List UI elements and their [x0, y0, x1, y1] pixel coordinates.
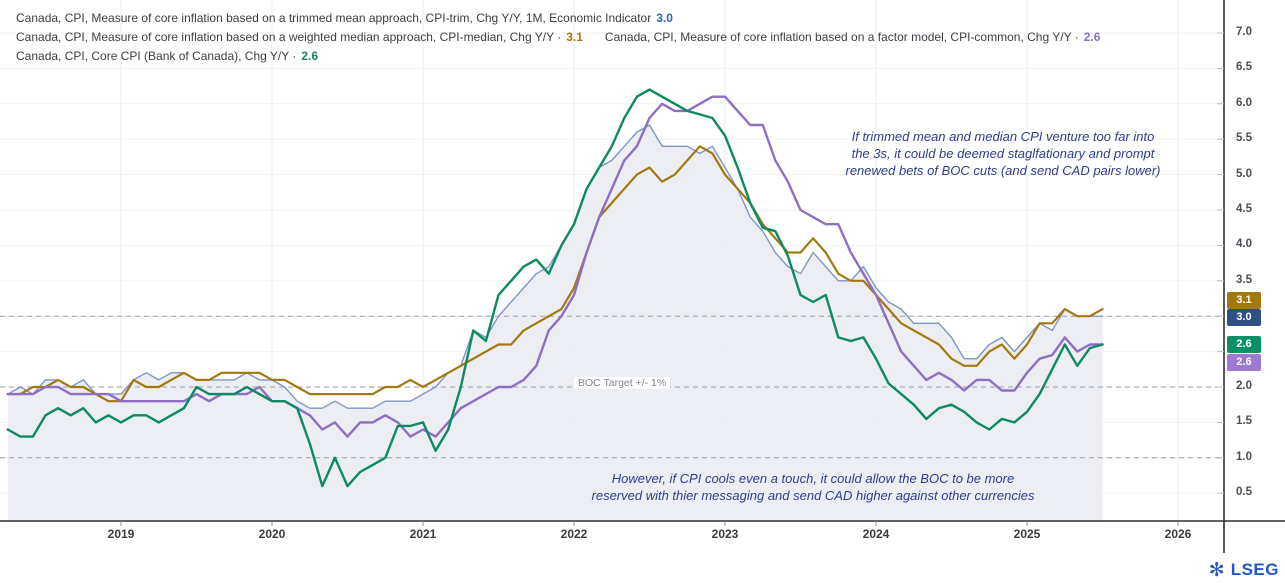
last-value-badge-cpi-median: 3.1 [1227, 291, 1261, 309]
y-axis-label: 7.0 [1236, 26, 1252, 38]
legend-label-cpi-common: Canada, CPI, Measure of core inflation b… [604, 30, 1079, 44]
legend-label-core-cpi: Canada, CPI, Core CPI (Bank of Canada), … [16, 49, 297, 63]
series-line-core-cpi-bank-of-canada-[interactable] [6, 88, 1104, 488]
y-axis-label: 6.0 [1236, 96, 1252, 109]
last-value-badge-cpi-common: 2.6 [1227, 353, 1261, 371]
y-axis-label: 4.0 [1236, 238, 1252, 251]
y-axis-label: 4.5 [1236, 203, 1252, 215]
x-axis-label-2026: 2026 [1164, 527, 1192, 541]
legend-value-cpi-trim: 3.0 [656, 11, 673, 25]
annotation-cpi-cools-note: However, if CPI cools even a touch, it c… [591, 471, 1035, 503]
y-axis-label: 1.5 [1236, 415, 1252, 428]
lseg-crest-icon: ✻ [1208, 559, 1225, 581]
y-axis-label: 5.5 [1236, 132, 1252, 145]
y-axis-label: 3.5 [1236, 273, 1252, 286]
lseg-logo: ✻ LSEG [1209, 560, 1279, 580]
legend-item-cpi-common[interactable]: Canada, CPI, Measure of core inflation b… [605, 28, 1100, 47]
legend-item-core-cpi[interactable]: Canada, CPI, Core CPI (Bank of Canada), … [16, 47, 318, 66]
x-axis-label-2024: 2024 [862, 527, 890, 541]
legend-row-2: Canada, CPI, Measure of core inflation b… [16, 28, 1122, 47]
annotation-stagflation-note: If trimmed mean and median CPI venture t… [845, 129, 1161, 178]
y-axis-label: 0.5 [1236, 486, 1252, 499]
x-axis-label-2019: 2019 [107, 527, 135, 541]
chart-legend: Canada, CPI, Measure of core inflation b… [16, 9, 1122, 66]
y-axis-label: 6.5 [1236, 61, 1252, 74]
x-axis-label-2023: 2023 [711, 527, 739, 541]
x-axis-label-2020: 2020 [258, 527, 286, 541]
y-axis-label: 1.0 [1236, 450, 1252, 463]
boc-target-label: BOC Target +/- 1% [574, 377, 671, 389]
x-axis-label-2021: 2021 [409, 527, 437, 541]
legend-row-3: Canada, CPI, Core CPI (Bank of Canada), … [16, 47, 1122, 66]
legend-value-cpi-common: 2.6 [1083, 30, 1101, 44]
legend-label-cpi-trim: Canada, CPI, Measure of core inflation b… [16, 11, 652, 25]
legend-item-cpi-trim[interactable]: Canada, CPI, Measure of core inflation b… [16, 9, 673, 28]
legend-item-cpi-median[interactable]: Canada, CPI, Measure of core inflation b… [16, 28, 583, 47]
legend-value-cpi-median: 3.1 [566, 30, 583, 44]
series-line-cpi-median[interactable] [6, 145, 1104, 403]
last-value-badge-cpi-trim: 3.0 [1227, 308, 1261, 326]
last-value-badge-core-cpi-bank-of-canada-: 2.6 [1227, 336, 1261, 353]
legend-value-core-cpi: 2.6 [301, 49, 319, 63]
x-axis-label-2025: 2025 [1013, 527, 1041, 541]
legend-row-1: Canada, CPI, Measure of core inflation b… [16, 9, 1122, 28]
legend-label-cpi-median: Canada, CPI, Measure of core inflation b… [16, 30, 562, 44]
x-axis-label-2022: 2022 [560, 527, 588, 541]
y-axis-label: 5.0 [1236, 167, 1252, 180]
lseg-wordmark: LSEG [1230, 560, 1279, 579]
y-axis-label: 2.0 [1236, 380, 1252, 392]
